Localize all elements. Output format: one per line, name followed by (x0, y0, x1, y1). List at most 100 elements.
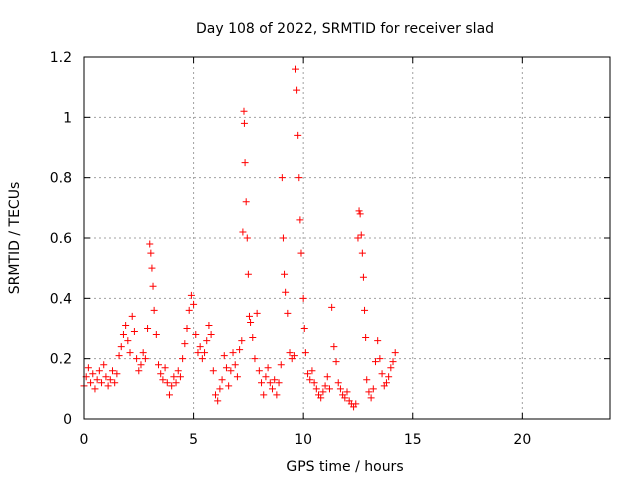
data-point (300, 325, 308, 332)
data-point (286, 349, 294, 357)
data-point (163, 379, 171, 387)
data-point (102, 373, 110, 381)
y-axis-label: SRMTID / TECUs (7, 182, 23, 295)
x-tick-label: 20 (513, 432, 531, 448)
data-point (367, 394, 375, 402)
data-point (334, 379, 342, 387)
data-point (117, 343, 125, 351)
data-point (241, 159, 249, 167)
data-point (278, 174, 286, 182)
data-point (317, 394, 325, 402)
data-point (297, 249, 305, 257)
data-point (236, 346, 244, 354)
data-point (336, 385, 344, 393)
data-point (161, 364, 169, 372)
data-point (185, 306, 193, 314)
data-point (194, 349, 202, 357)
data-point (168, 382, 176, 390)
data-point (100, 361, 108, 369)
data-point (238, 337, 246, 345)
data-point (93, 376, 101, 384)
data-point (304, 370, 312, 378)
data-point (146, 240, 154, 248)
data-point (281, 270, 289, 278)
chart-title: Day 108 of 2022, SRMTID for receiver sla… (196, 21, 494, 37)
data-point (354, 234, 362, 242)
data-point (295, 174, 303, 182)
data-point (203, 337, 211, 345)
data-point (84, 364, 92, 372)
data-point (91, 385, 99, 393)
data-point (358, 249, 366, 257)
data-point (312, 385, 320, 393)
data-point (357, 231, 365, 239)
data-point (227, 367, 235, 375)
data-point (148, 264, 156, 272)
data-point (294, 131, 302, 139)
data-point (196, 343, 204, 351)
data-point (299, 294, 307, 302)
y-tick-label: 0 (63, 412, 72, 428)
data-point (137, 361, 145, 369)
data-point (385, 373, 393, 381)
data-point (255, 367, 263, 375)
data-point (165, 391, 173, 399)
y-tick-label: 0.2 (50, 352, 72, 368)
data-point (187, 291, 195, 299)
data-point (159, 376, 167, 384)
data-point (218, 376, 226, 384)
data-point (95, 367, 103, 375)
y-tick-label: 0.6 (50, 231, 72, 247)
data-point (382, 379, 390, 387)
data-point (119, 331, 127, 339)
data-point (242, 198, 250, 206)
data-point (282, 288, 290, 296)
data-point (319, 388, 327, 396)
data-point (328, 303, 336, 311)
data-point (260, 391, 268, 399)
data-points (80, 65, 399, 411)
plot-frame (83, 56, 611, 420)
grid (84, 57, 610, 419)
data-point (389, 358, 397, 366)
data-point (135, 367, 143, 375)
data-point (220, 352, 228, 360)
data-point (296, 216, 304, 224)
data-point (273, 391, 281, 399)
data-point (306, 376, 314, 384)
data-point (115, 352, 123, 360)
x-tick-label: 15 (404, 432, 422, 448)
data-point (361, 306, 369, 314)
data-point (253, 309, 261, 317)
data-point (258, 379, 266, 387)
data-point (174, 367, 182, 375)
data-point (268, 385, 276, 393)
data-point (130, 328, 138, 336)
data-point (291, 65, 299, 73)
data-point (378, 370, 386, 378)
data-point (152, 331, 160, 339)
data-point (330, 343, 338, 351)
data-point (266, 379, 274, 387)
data-point (365, 388, 373, 396)
data-point (271, 376, 279, 384)
data-point (245, 312, 253, 320)
data-point (239, 228, 247, 236)
data-point (371, 358, 379, 366)
data-point (207, 331, 215, 339)
data-point (147, 249, 155, 257)
data-point (293, 86, 301, 94)
data-point (359, 273, 367, 281)
data-point (198, 355, 206, 363)
data-point (126, 349, 134, 357)
data-point (308, 367, 316, 375)
data-point (249, 334, 257, 342)
data-point (157, 370, 165, 378)
data-point (233, 373, 241, 381)
data-point (225, 382, 233, 390)
data-point (387, 364, 395, 372)
data-point (192, 331, 200, 339)
data-point (363, 376, 371, 384)
data-point (155, 361, 163, 369)
data-point (229, 349, 237, 357)
